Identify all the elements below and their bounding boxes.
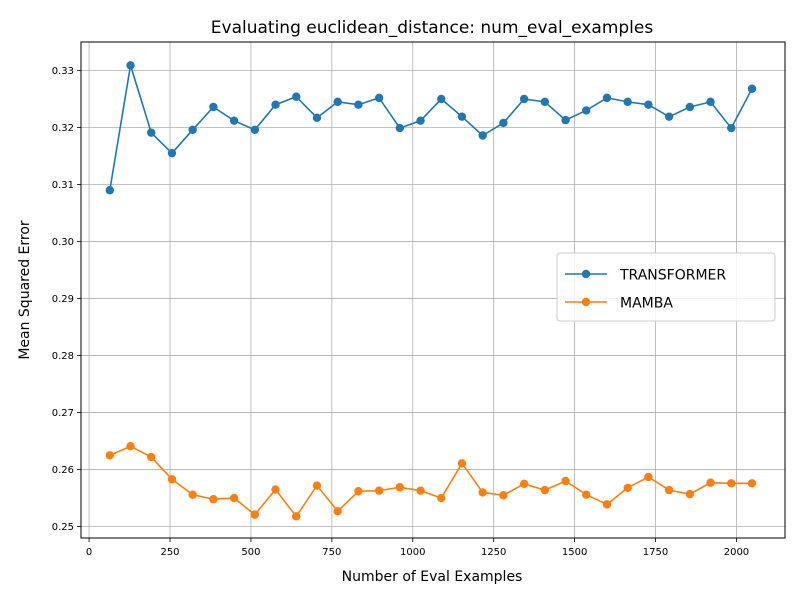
series-layer: [105, 61, 757, 521]
x-tick-label: 1250: [481, 547, 506, 558]
data-point-transformer: [561, 115, 570, 125]
y-tick-label: 0.30: [52, 237, 74, 248]
x-tick-label: 0: [86, 547, 92, 558]
data-point-transformer: [209, 102, 218, 112]
data-point-transformer: [292, 92, 301, 101]
data-point-transformer: [727, 123, 736, 133]
plot-frame: [80, 41, 786, 539]
data-point-mamba: [250, 510, 260, 519]
data-point-mamba: [457, 459, 467, 468]
x-tick-label: 500: [241, 547, 260, 558]
legend-label-mamba: MAMBA: [620, 296, 673, 312]
data-point-transformer: [333, 97, 342, 107]
x-tick-label: 250: [160, 547, 179, 558]
data-point-mamba: [602, 500, 612, 509]
y-tick-label: 0.25: [52, 522, 74, 533]
data-point-mamba: [312, 481, 322, 490]
y-axis-label: Mean Squared Error: [17, 220, 33, 360]
data-point-transformer: [499, 118, 508, 128]
data-point-mamba: [395, 483, 405, 492]
data-point-mamba: [147, 452, 156, 462]
data-point-transformer: [147, 128, 156, 137]
data-point-mamba: [644, 472, 653, 482]
legend-marker-mamba: [581, 297, 591, 307]
y-tick-label: 0.28: [52, 351, 74, 362]
data-point-transformer: [457, 112, 467, 121]
data-point-transformer: [395, 123, 405, 133]
chart-title: Evaluating euclidean_distance: num_eval_…: [211, 18, 654, 38]
legend-box: [556, 252, 776, 322]
data-point-transformer: [374, 93, 384, 103]
data-point-transformer: [623, 97, 632, 107]
data-point-transformer: [354, 100, 363, 109]
data-point-mamba: [354, 487, 363, 496]
ticks: 0 250 500 750 1000 1250 1500 1750 2000 0.25 0.26 0.…: [52, 66, 749, 558]
legend-marker-transformer: [581, 269, 591, 279]
y-tick-label: 0.26: [52, 465, 74, 476]
data-point-mamba: [167, 475, 177, 484]
x-tick-label: 1750: [643, 547, 668, 558]
data-point-transformer: [271, 100, 280, 109]
data-point-mamba: [271, 485, 280, 494]
data-point-transformer: [416, 116, 425, 125]
data-point-mamba: [623, 483, 632, 493]
data-point-mamba: [540, 485, 550, 495]
data-point-transformer: [644, 100, 653, 109]
data-point-mamba: [685, 489, 695, 499]
data-point-mamba: [374, 486, 384, 495]
data-point-transformer: [105, 186, 115, 195]
x-axis-label: Number of Eval Examples: [342, 569, 523, 585]
data-point-transformer: [250, 125, 260, 134]
y-tick-label: 0.31: [52, 180, 74, 191]
data-point-mamba: [126, 442, 135, 451]
data-point-mamba: [519, 479, 529, 489]
x-tick-label: 1500: [562, 547, 587, 558]
legend: TRANSFORMER MAMBA: [556, 252, 776, 322]
data-point-mamba: [561, 476, 570, 486]
data-point-mamba: [188, 490, 197, 499]
data-point-transformer: [685, 102, 695, 112]
data-point-transformer: [664, 112, 674, 121]
data-point-mamba: [727, 479, 736, 488]
legend-label-transformer: TRANSFORMER: [619, 268, 726, 284]
data-point-transformer: [312, 113, 322, 123]
data-point-transformer: [126, 61, 135, 70]
y-tick-label: 0.33: [52, 66, 74, 77]
y-tick-label: 0.29: [52, 294, 74, 305]
data-point-mamba: [706, 478, 715, 487]
x-tick-label: 2000: [724, 547, 749, 558]
data-point-mamba: [416, 486, 425, 495]
data-point-mamba: [437, 493, 446, 503]
data-point-transformer: [519, 94, 529, 104]
grid: [81, 42, 785, 538]
y-tick-label: 0.27: [52, 408, 74, 419]
data-point-transformer: [747, 84, 757, 93]
data-point-transformer: [188, 125, 197, 134]
data-point-transformer: [540, 97, 550, 107]
data-point-mamba: [333, 507, 342, 516]
x-tick-label: 1000: [400, 547, 425, 558]
data-point-mamba: [478, 488, 487, 497]
data-point-transformer: [437, 94, 446, 104]
data-point-transformer: [478, 131, 487, 140]
data-point-mamba: [229, 493, 239, 503]
data-point-mamba: [664, 485, 674, 495]
data-point-mamba: [292, 512, 301, 521]
data-point-mamba: [209, 495, 218, 504]
x-tick-label: 750: [322, 547, 341, 558]
data-point-transformer: [229, 116, 239, 125]
data-point-mamba: [582, 490, 591, 499]
data-point-transformer: [167, 148, 177, 158]
data-point-transformer: [582, 106, 591, 115]
data-point-mamba: [747, 479, 757, 488]
data-point-transformer: [706, 97, 715, 107]
data-point-transformer: [602, 93, 612, 103]
data-point-mamba: [105, 451, 115, 460]
y-tick-label: 0.32: [52, 123, 74, 134]
data-point-mamba: [499, 491, 508, 500]
